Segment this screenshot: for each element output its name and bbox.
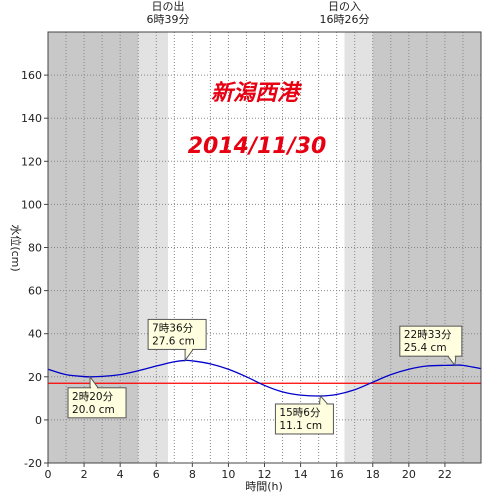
x-tick-label: 18 bbox=[366, 468, 380, 481]
callout-time: 22時33分 bbox=[404, 329, 452, 341]
axes bbox=[44, 31, 482, 467]
x-tick-label: 8 bbox=[189, 468, 196, 481]
sunset-time-label: 16時26分 bbox=[319, 13, 369, 26]
sun-labels: 日の出 6時39分 日の入 16時26分 bbox=[146, 0, 369, 26]
y-tick-label: 60 bbox=[28, 285, 42, 298]
chart-title: 新潟西港 bbox=[211, 80, 303, 106]
callout-box bbox=[67, 387, 127, 419]
x-tick-label: 14 bbox=[294, 468, 308, 481]
y-tick-label: 160 bbox=[21, 69, 42, 82]
callout-level: 20.0 cm bbox=[72, 404, 115, 416]
x-axis-title: 時間(h) bbox=[245, 480, 283, 493]
grid-lines bbox=[48, 32, 481, 463]
y-tick-label: 40 bbox=[28, 328, 42, 341]
y-tick-label: 0 bbox=[35, 414, 42, 427]
tide-line bbox=[47, 359, 482, 397]
y-tick-label: 80 bbox=[28, 242, 42, 255]
x-tick-label: 16 bbox=[330, 468, 344, 481]
sunrise-time-label: 6時39分 bbox=[146, 13, 189, 26]
sunrise-label: 日の出 bbox=[151, 0, 184, 13]
callout-time: 15時6分 bbox=[279, 407, 321, 419]
x-tick-label: 12 bbox=[258, 468, 272, 481]
x-tick-labels: 0 2 4 6 8 10 12 14 16 18 20 22 bbox=[45, 468, 452, 481]
callout-level: 11.1 cm bbox=[279, 420, 322, 432]
y-axis-title: 水位(cm) bbox=[9, 224, 23, 271]
callout-level: 25.4 cm bbox=[404, 342, 447, 354]
x-tick-label: 0 bbox=[45, 468, 52, 481]
callout-box bbox=[399, 325, 463, 357]
callout-time: 2時20分 bbox=[72, 391, 114, 403]
callout-level: 27.6 cm bbox=[152, 335, 195, 347]
y-tick-label: 120 bbox=[21, 155, 42, 168]
callout-box bbox=[274, 403, 334, 435]
y-tick-label: -20 bbox=[24, 457, 42, 470]
y-tick-label: 140 bbox=[21, 112, 42, 125]
x-tick-label: 22 bbox=[438, 468, 452, 481]
y-tick-label: 100 bbox=[21, 198, 42, 211]
y-tick-labels: -20 0 20 40 60 80 100 120 140 160 bbox=[21, 69, 42, 470]
callout-time: 7時36分 bbox=[152, 322, 194, 334]
sunset-label: 日の入 bbox=[328, 0, 361, 13]
x-tick-label: 6 bbox=[153, 468, 160, 481]
callout-box bbox=[147, 318, 207, 350]
x-tick-label: 10 bbox=[221, 468, 235, 481]
y-tick-label: 20 bbox=[28, 371, 42, 384]
x-tick-label: 4 bbox=[117, 468, 124, 481]
tide-series bbox=[47, 359, 482, 397]
x-tick-label: 20 bbox=[402, 468, 416, 481]
chart-subtitle: 2014/11/30 bbox=[188, 134, 327, 159]
x-tick-label: 2 bbox=[81, 468, 88, 481]
